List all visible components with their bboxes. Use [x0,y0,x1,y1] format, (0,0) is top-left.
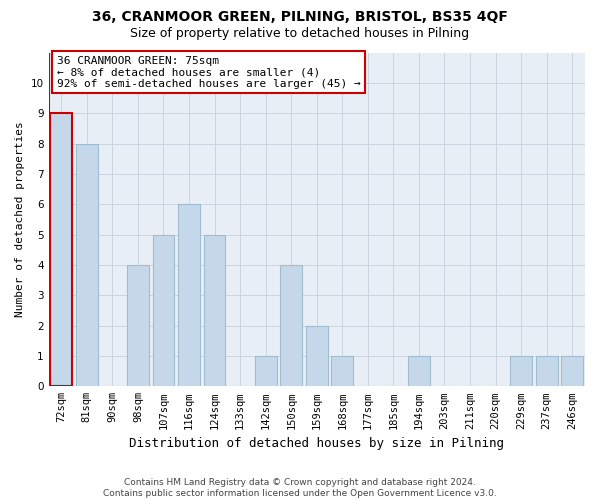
Bar [204,234,226,386]
Bar [152,234,175,386]
Text: 36, CRANMOOR GREEN, PILNING, BRISTOL, BS35 4QF: 36, CRANMOOR GREEN, PILNING, BRISTOL, BS… [92,10,508,24]
Bar [76,144,98,386]
Bar [562,356,583,386]
Bar [408,356,430,386]
Bar [331,356,353,386]
Bar [306,326,328,386]
Bar [178,204,200,386]
Bar [50,113,72,386]
Bar [536,356,557,386]
Text: Size of property relative to detached houses in Pilning: Size of property relative to detached ho… [130,28,470,40]
Text: Contains HM Land Registry data © Crown copyright and database right 2024.
Contai: Contains HM Land Registry data © Crown c… [103,478,497,498]
Y-axis label: Number of detached properties: Number of detached properties [15,122,25,318]
X-axis label: Distribution of detached houses by size in Pilning: Distribution of detached houses by size … [129,437,504,450]
Bar [280,265,302,386]
Bar [127,265,149,386]
Text: 36 CRANMOOR GREEN: 75sqm
← 8% of detached houses are smaller (4)
92% of semi-det: 36 CRANMOOR GREEN: 75sqm ← 8% of detache… [56,56,361,89]
Bar [255,356,277,386]
Bar [510,356,532,386]
